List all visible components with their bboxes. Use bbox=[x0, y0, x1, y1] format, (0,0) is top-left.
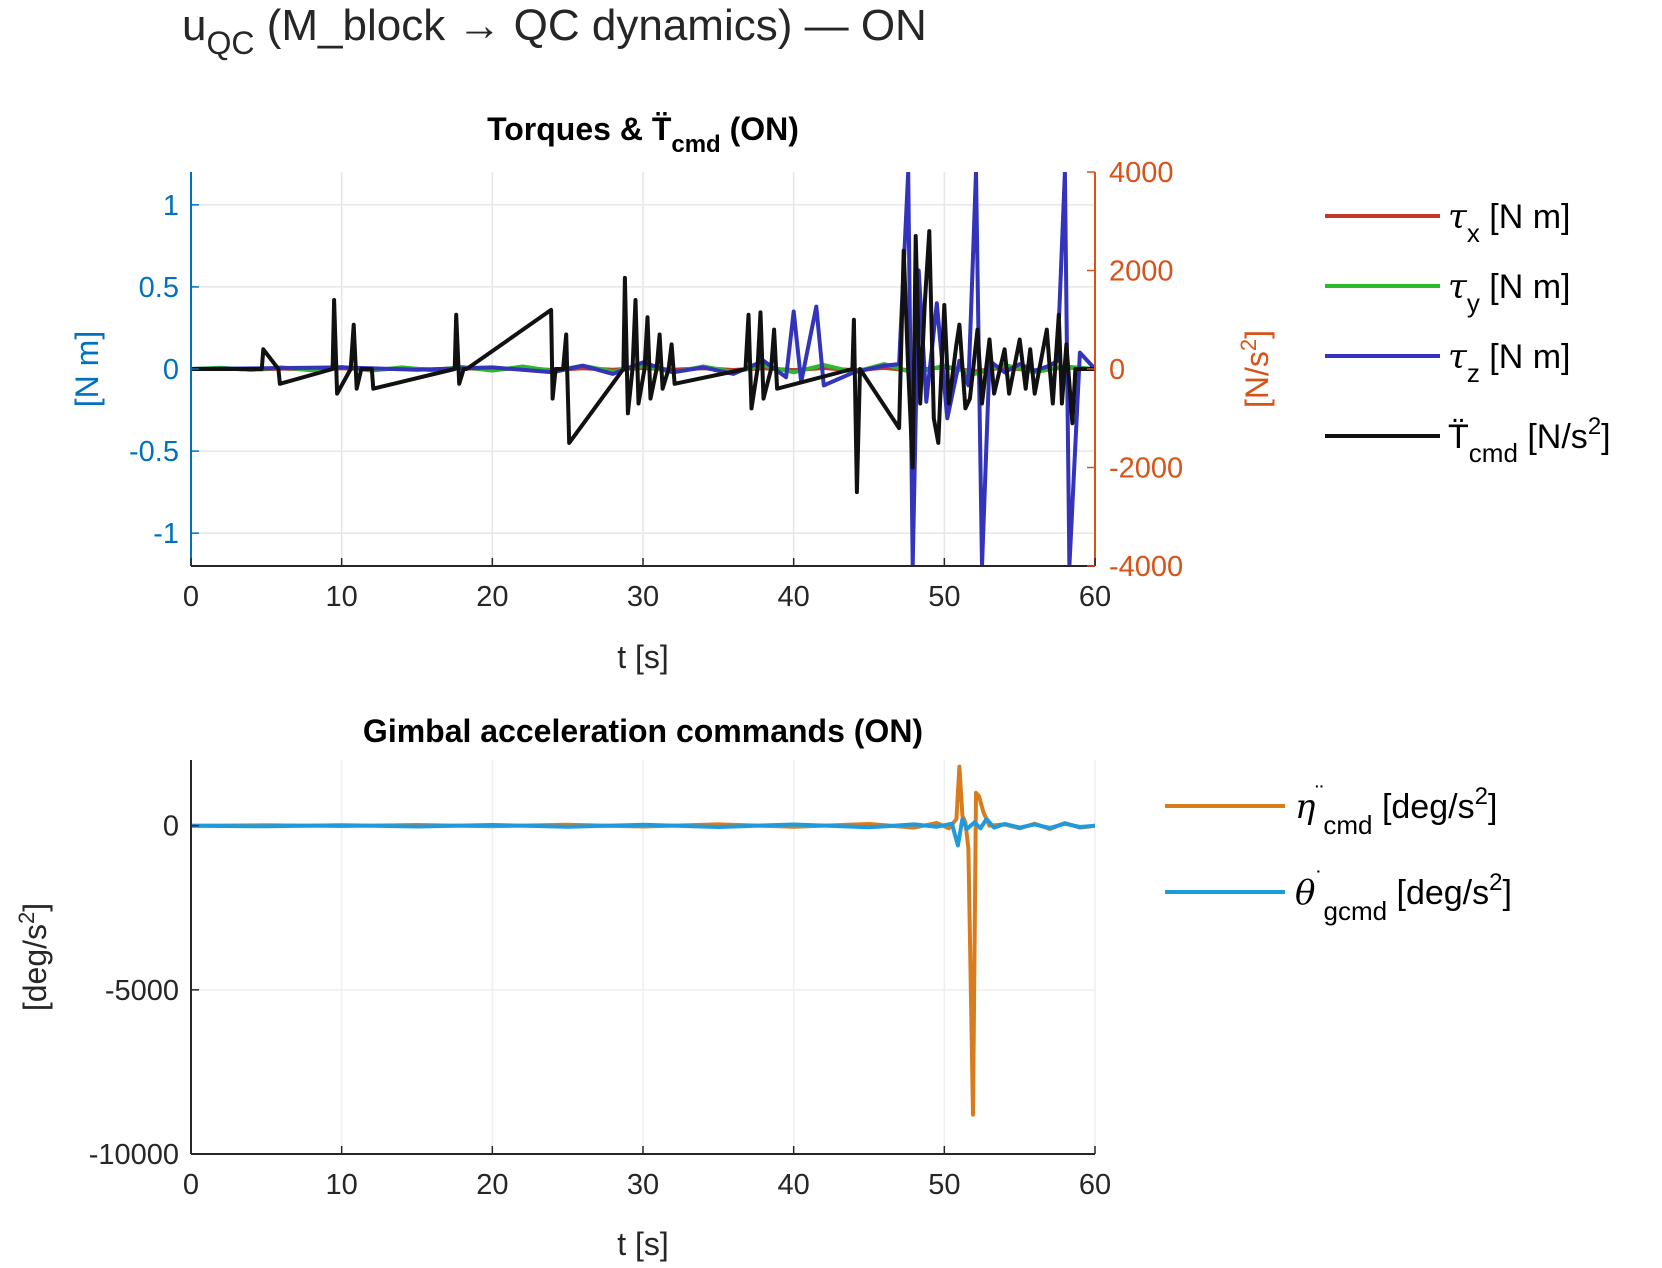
legend-entry: τx [N m] bbox=[1448, 197, 1570, 248]
y-right-tick-label: 2000 bbox=[1109, 256, 1174, 288]
torques-ticks: 0 10 20 30 40 50 60 -1 -0.5 0 0.5 1 -4000 -2000 0 2000 4… bbox=[129, 157, 1183, 613]
y-left-tick-label: 0 bbox=[163, 354, 179, 386]
legend-entry: η¨cmd [deg/s2] bbox=[1295, 781, 1497, 840]
x-tick-label: 10 bbox=[326, 581, 358, 613]
gimbal-axes: 0 10 20 30 40 50 60 -10000 -5000 0 Gimbal acceler… bbox=[14, 713, 1111, 1262]
torques-ylabel-right: [N/s2] bbox=[1236, 330, 1275, 408]
x-tick-label: 30 bbox=[627, 1169, 659, 1201]
x-tick-label: 20 bbox=[476, 581, 508, 613]
y-tick-label: 0 bbox=[163, 811, 179, 843]
y-left-tick-label: -1 bbox=[153, 518, 179, 550]
gimbal-legend: η¨cmd [deg/s2] θ˙gcmd [deg/s2] bbox=[1165, 781, 1512, 926]
x-tick-label: 40 bbox=[778, 581, 810, 613]
gimbal-xlabel: t [s] bbox=[617, 1226, 669, 1262]
x-tick-label: 50 bbox=[928, 1169, 960, 1201]
gimbal-ylabel: [deg/s2] bbox=[14, 903, 53, 1011]
y-right-tick-label: 4000 bbox=[1109, 157, 1174, 189]
torques-legend: τx [N m] τy [N m] τz [N m] T̈cmd [N/s2] bbox=[1325, 197, 1611, 468]
y-left-tick-label: 1 bbox=[163, 190, 179, 222]
legend-entry: T̈cmd [N/s2] bbox=[1448, 413, 1611, 468]
x-tick-label: 40 bbox=[778, 1169, 810, 1201]
gimbal-series-line-1 bbox=[191, 817, 1095, 848]
gimbal-title: Gimbal acceleration commands (ON) bbox=[363, 713, 923, 749]
gimbal-ticks: 0 10 20 30 40 50 60 -10000 -5000 0 bbox=[89, 811, 1111, 1201]
x-tick-label: 20 bbox=[476, 1169, 508, 1201]
y-right-tick-label: -4000 bbox=[1109, 551, 1183, 583]
x-tick-label: 0 bbox=[183, 581, 199, 613]
series-line-3 bbox=[191, 229, 1095, 495]
torques-axes: 0 10 20 30 40 50 60 -1 -0.5 0 0.5 1 -4000 -2000 0 2000 4… bbox=[69, 111, 1275, 675]
x-tick-label: 60 bbox=[1079, 581, 1111, 613]
x-tick-label: 10 bbox=[326, 1169, 358, 1201]
y-left-tick-label: -0.5 bbox=[129, 436, 179, 468]
gimbal-grid bbox=[190, 760, 1096, 1155]
y-left-tick-label: 0.5 bbox=[139, 272, 179, 304]
legend-entry: τy [N m] bbox=[1448, 267, 1570, 318]
y-tick-label: -5000 bbox=[105, 975, 179, 1007]
y-tick-label: -10000 bbox=[89, 1139, 179, 1171]
legend-entry: θ˙gcmd [deg/s2] bbox=[1295, 867, 1512, 926]
x-tick-label: 0 bbox=[183, 1169, 199, 1201]
gimbal-series bbox=[191, 764, 1095, 1117]
torques-xlabel: t [s] bbox=[617, 639, 669, 675]
y-right-tick-label: 0 bbox=[1109, 354, 1125, 386]
torques-series bbox=[191, 172, 1095, 566]
x-tick-label: 30 bbox=[627, 581, 659, 613]
x-tick-label: 60 bbox=[1079, 1169, 1111, 1201]
torques-ylabel-left: [N m] bbox=[69, 331, 105, 407]
torques-title: Torques & T̈cmd (ON) bbox=[487, 111, 799, 158]
figure-title: uQC (M_block → QC dynamics) — ON bbox=[182, 1, 927, 61]
legend-entry: τz [N m] bbox=[1448, 337, 1570, 388]
y-right-tick-label: -2000 bbox=[1109, 453, 1183, 485]
x-tick-label: 50 bbox=[928, 581, 960, 613]
